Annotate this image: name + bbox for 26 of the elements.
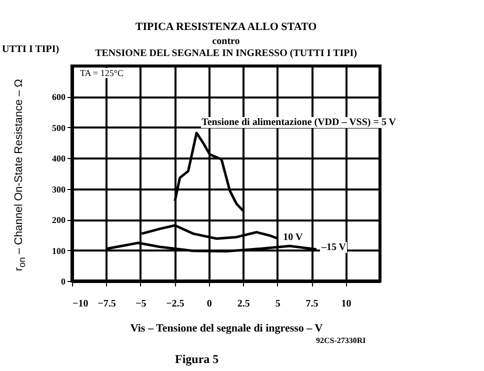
- x-tick-label: −7.5: [98, 298, 116, 310]
- text: Figura 5: [175, 352, 219, 367]
- series-label: Tensione di alimentazione (VDD – VSS) = 5 V: [200, 116, 397, 128]
- chart-subtitle: contro TENSIONE DEL SEGNALE IN INGRESSO (TUTTI I TIPI): [95, 36, 357, 59]
- y-tick-label: 200: [52, 215, 66, 226]
- x-tick-label: 5: [275, 298, 280, 310]
- annotation: TA = 125°C: [78, 68, 126, 78]
- chart-title: TIPICA RESISTENZA ALLO STATO: [135, 21, 318, 33]
- y-tick-label: 0: [61, 276, 66, 286]
- series-label: 10 V: [282, 232, 304, 243]
- x-axis-title: Vis – Tensione del segnale di ingresso – V: [130, 322, 323, 334]
- text: UTTI I TIPI): [2, 44, 60, 55]
- y-tick-label: 100: [52, 246, 66, 256]
- y-tick-label: 500: [52, 122, 66, 133]
- x-tick-label: −10: [72, 298, 88, 310]
- x-tick-label: −2.5: [166, 298, 184, 310]
- y-tick-label: 300: [52, 184, 66, 194]
- x-tick-label: 10: [341, 298, 352, 310]
- y-tick-label: 400: [52, 154, 66, 164]
- text: 92CS-27330RI: [316, 336, 366, 345]
- x-tick-label: 0: [206, 298, 212, 310]
- series-label: –15 V: [320, 242, 348, 254]
- x-tick-label: 2.5: [237, 298, 250, 310]
- x-tick-label: 7.5: [306, 298, 318, 310]
- y-tick-label: 600: [52, 92, 66, 102]
- x-tick-label: −5: [136, 298, 146, 310]
